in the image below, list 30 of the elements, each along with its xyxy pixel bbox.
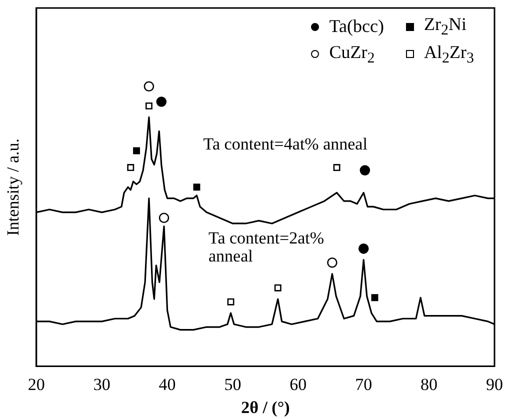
point xyxy=(193,184,200,191)
point xyxy=(144,81,154,92)
point xyxy=(145,102,152,110)
point xyxy=(156,96,167,107)
annotation: Ta content=4at% anneal xyxy=(203,134,368,154)
x-tick-label: 50 xyxy=(224,374,242,394)
legend-label: CuZr$_{2}$ xyxy=(329,42,375,68)
x-tick-label: 60 xyxy=(290,374,307,394)
x-axis-title: 2θ / (°) xyxy=(241,398,290,418)
annotation: Ta content=2at% anneal xyxy=(208,228,324,266)
point xyxy=(358,244,369,254)
point xyxy=(327,258,338,268)
point xyxy=(333,164,340,171)
point xyxy=(274,284,282,292)
x-tick-label: 90 xyxy=(486,374,503,394)
y-axis-title: Intensity / a.u. xyxy=(4,138,23,236)
legend-label: Ta(bcc) xyxy=(329,16,384,38)
x-tick-label: 40 xyxy=(158,374,176,394)
point xyxy=(360,165,370,176)
x-tick-label: 70 xyxy=(355,374,372,394)
legend-label: Zr$_{2}$Ni xyxy=(424,14,466,40)
x-tick-label: 80 xyxy=(420,374,438,394)
x-tick-label: 20 xyxy=(28,374,45,394)
x-tick-label: 30 xyxy=(93,374,110,394)
point xyxy=(371,294,378,302)
point xyxy=(158,212,170,224)
legend-label: Al$_{2}$Zr$_{3}$ xyxy=(424,42,474,68)
point xyxy=(227,298,234,306)
point xyxy=(133,147,140,154)
point xyxy=(127,164,134,171)
